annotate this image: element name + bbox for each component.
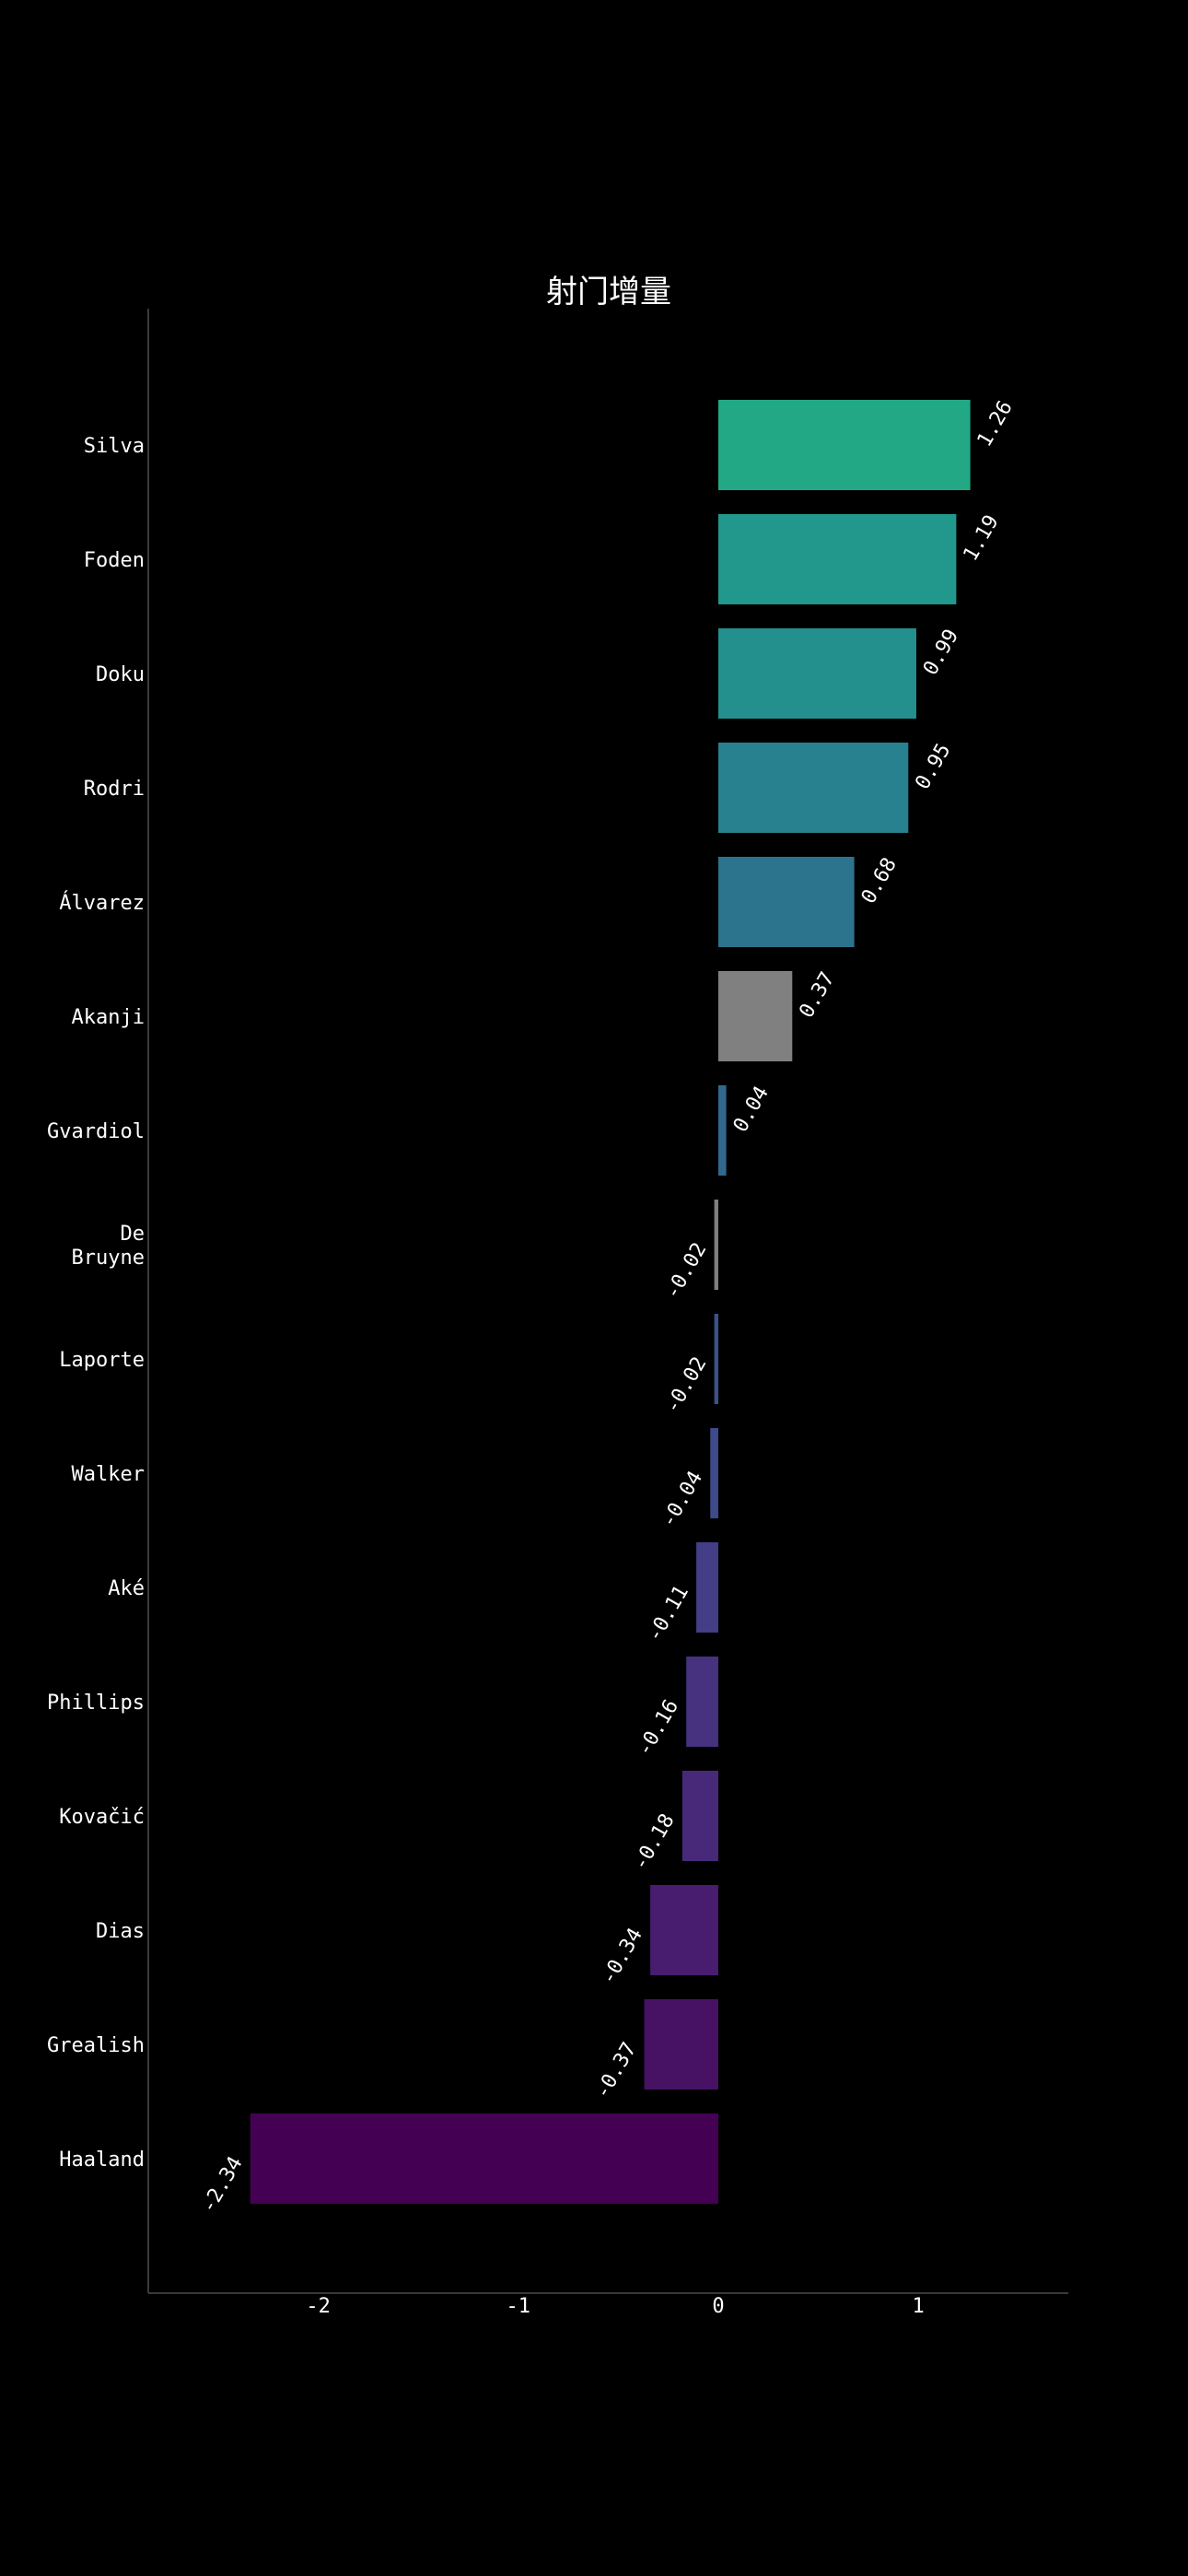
bar [717,971,793,1061]
category-label: Aké [108,1577,145,1600]
category-label: Rodri [84,778,145,801]
bar [717,743,909,833]
bar-value-label: -0.04 [657,1468,707,1532]
bar [717,857,855,947]
category-label: Phillips [47,1692,145,1715]
bar [717,514,957,604]
category-label: Grealish [47,2034,145,2057]
bar [710,1428,718,1518]
category-label: Haaland [59,2149,145,2172]
bar-value-label: -2.34 [197,2153,248,2218]
bar-value-label: 0.68 [857,854,902,907]
category-label: De [121,1223,146,1246]
bar [714,1200,718,1290]
bar-value-label: -0.02 [661,1239,712,1304]
bar [696,1542,718,1633]
bar [681,1771,718,1861]
bar-value-label: 0.95 [911,740,955,793]
bar [717,628,916,719]
x-tick-label: 1 [912,2295,924,2318]
x-ticks-group: -2 -1 0 1 [306,2295,924,2318]
category-label: Silva [84,435,145,458]
bar-value-label: -0.18 [629,1810,680,1875]
bar [650,1885,718,1975]
bar [686,1657,718,1747]
x-tick-label: -2 [306,2295,331,2318]
bar [717,400,971,490]
bar-value-label: 1.19 [960,511,1004,565]
bar [644,1999,718,2090]
bar-value-label: -0.02 [661,1353,712,1418]
chart-title: 射门增量 [546,274,671,310]
bar-value-label: -0.34 [597,1925,647,1989]
bar [717,1085,727,1176]
bar-value-label: 0.04 [729,1083,774,1136]
x-tick-label: 0 [712,2295,724,2318]
category-label: Foden [84,549,145,572]
bar-value-label: 1.26 [973,397,1018,451]
category-label: Bruyne [72,1247,145,1270]
bar-value-label: -0.11 [643,1582,693,1646]
category-labels-group: Silva Foden Doku Rodri Álvarez Akanji Gvardiol… [47,435,145,2172]
category-label: Akanji [72,1006,145,1029]
category-label: Kovačić [59,1806,145,1829]
bar-value-label: 0.99 [919,626,963,679]
bar [250,2113,718,2204]
bar-value-label: -0.16 [633,1696,683,1761]
category-label: Doku [96,663,145,686]
category-label: Dias [96,1920,145,1943]
category-label: Gvardiol [47,1120,145,1143]
bars-group [250,400,971,2204]
bar-value-label: 0.37 [795,968,839,1022]
bar-value-label: -0.37 [591,2039,642,2103]
category-label: Walker [72,1463,145,1486]
x-tick-label: -1 [507,2295,531,2318]
bar [714,1314,718,1404]
category-label: Álvarez [59,891,145,915]
category-label: Laporte [59,1349,145,1372]
